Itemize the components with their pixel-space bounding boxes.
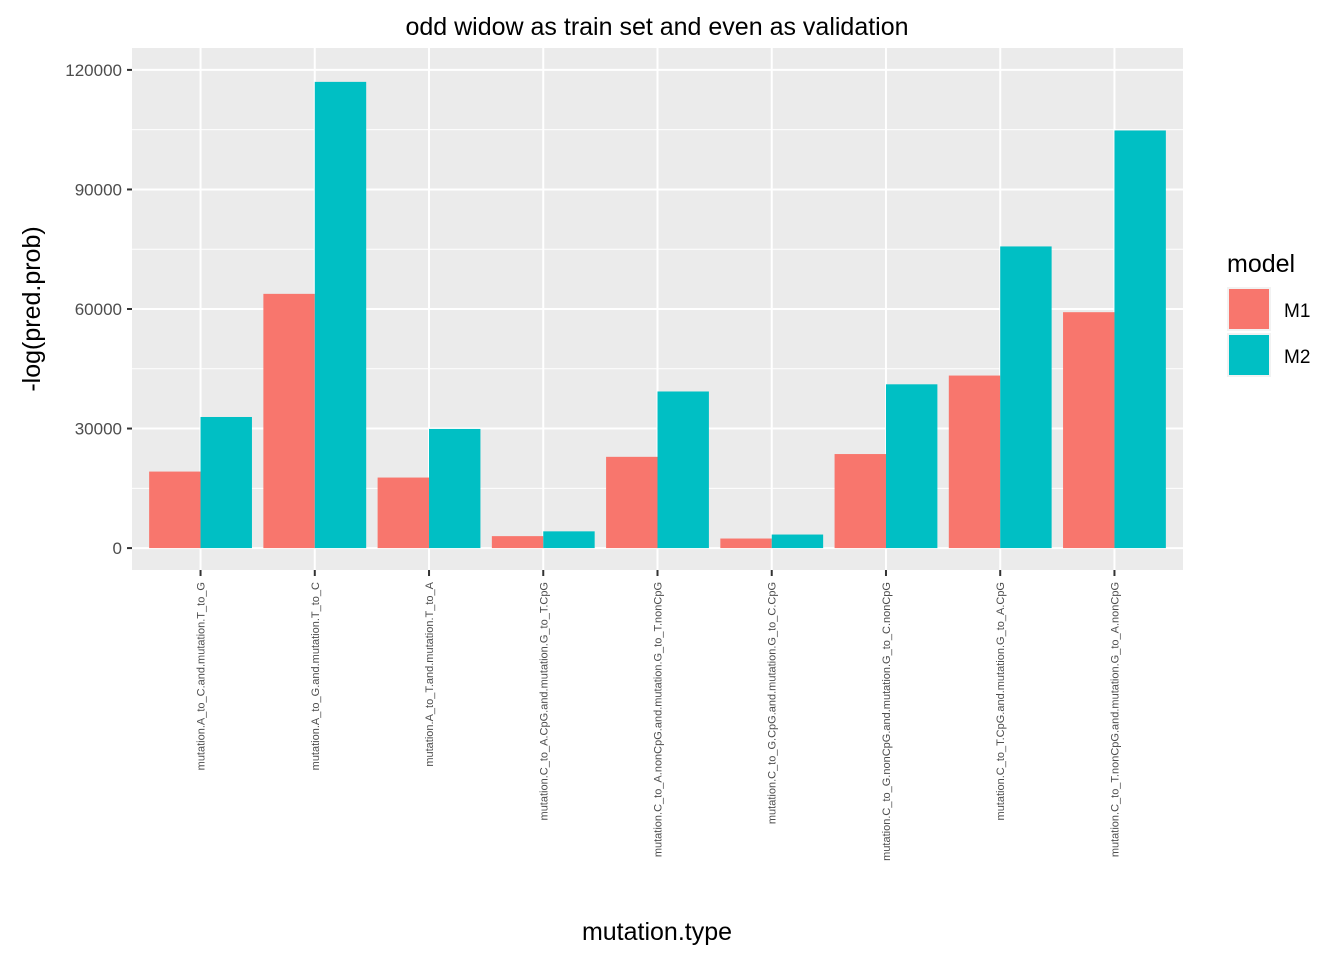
bar-m1: [1063, 312, 1115, 549]
bar-m1: [834, 454, 886, 549]
x-tick-label: mutation.C_to_T.nonCpG.and.mutation.G_to…: [1109, 582, 1121, 857]
x-axis-title: mutation.type: [582, 918, 732, 946]
legend-swatch-m1: [1229, 289, 1269, 329]
bar-m2: [1000, 246, 1052, 549]
bar-m1: [491, 536, 544, 549]
bar-m1: [377, 477, 430, 549]
legend-swatch-m2: [1229, 335, 1269, 375]
y-axis: 0 30000 60000 90000 120000: [65, 61, 132, 558]
x-tick-label: mutation.C_to_A.CpG.and.mutation.G_to_T.…: [538, 582, 550, 820]
bar-m2: [771, 534, 824, 549]
bar-m2: [885, 384, 938, 549]
legend: model M1 M2: [1227, 250, 1310, 377]
bar-m2: [657, 391, 709, 549]
x-tick-label: mutation.C_to_A.nonCpG.and.mutation.G_to…: [653, 582, 665, 857]
x-tick-label: mutation.A_to_G.and.mutation.T_to_C: [310, 582, 322, 770]
y-axis-title: -log(pred.prob): [18, 226, 46, 391]
bar-m1: [263, 293, 315, 549]
x-tick-label: mutation.C_to_G.nonCpG.and.mutation.G_to…: [881, 582, 893, 861]
x-tick-label: mutation.A_to_T.and.mutation.T_to_A: [424, 581, 436, 766]
y-tick-label: 0: [113, 539, 122, 558]
bar-m2: [1114, 130, 1166, 549]
y-tick-label: 90000: [75, 180, 122, 199]
x-tick-label: mutation.C_to_G.CpG.and.mutation.G_to_C.…: [767, 582, 779, 824]
y-tick-label: 30000: [75, 420, 122, 439]
legend-label-m1: M1: [1284, 301, 1310, 322]
chart-title: odd widow as train set and even as valid…: [405, 13, 908, 41]
bar-m2: [429, 428, 481, 549]
x-tick-label: mutation.C_to_T.CpG.and.mutation.G_to_A.…: [995, 582, 1007, 820]
bar-m2: [543, 531, 595, 549]
bar-m2: [200, 416, 252, 549]
x-tick-label: mutation.A_to_C.and.mutation.T_to_G: [196, 582, 208, 770]
bar-m2: [314, 81, 367, 549]
y-tick-label: 120000: [65, 61, 122, 80]
x-axis: mutation.A_to_C.and.mutation.T_to_G mutat…: [196, 570, 1121, 861]
y-tick-label: 60000: [75, 300, 122, 319]
bar-m1: [149, 471, 201, 549]
bar-m1: [948, 375, 1001, 549]
bars: [149, 81, 1166, 549]
bar-m1: [606, 456, 658, 549]
bar-m1: [720, 538, 772, 549]
legend-title: model: [1227, 250, 1295, 278]
legend-label-m2: M2: [1284, 347, 1310, 368]
legend-items: M1 M2: [1227, 287, 1310, 377]
